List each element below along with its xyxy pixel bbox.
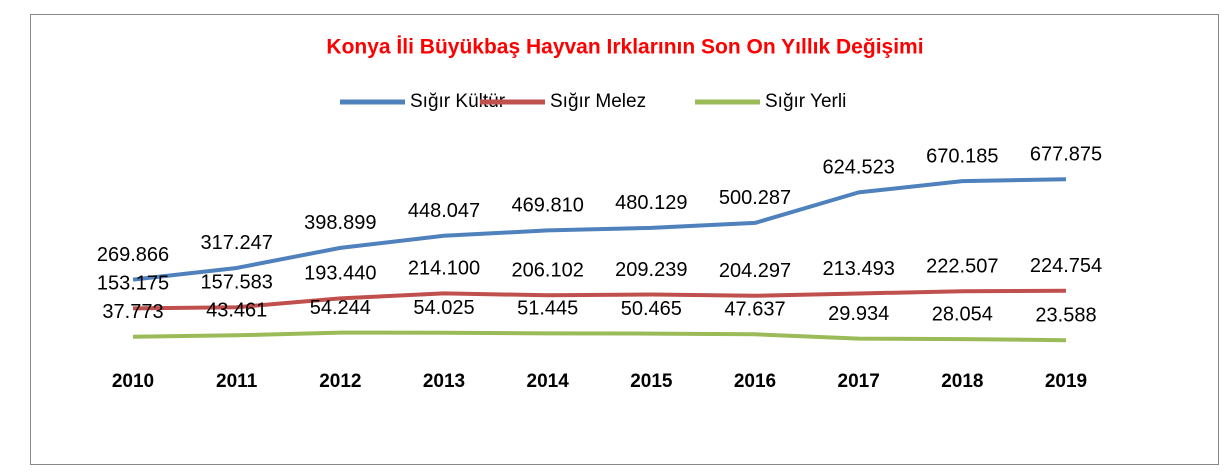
- data-label: 37.773: [102, 301, 163, 323]
- data-label: 43.461: [206, 300, 267, 322]
- data-label: 624.523: [823, 157, 895, 179]
- legend-label: Sığır Yerli: [765, 91, 846, 112]
- data-label: 469.810: [512, 195, 584, 217]
- data-label: 209.239: [615, 259, 687, 281]
- data-label: 670.185: [926, 145, 998, 167]
- x-tick-label: 2018: [941, 371, 983, 392]
- data-label: 23.588: [1035, 304, 1096, 326]
- data-label: 54.244: [310, 297, 371, 319]
- data-label: 677.875: [1030, 144, 1102, 166]
- data-label: 29.934: [828, 303, 889, 325]
- series-line: [132, 330, 1067, 343]
- x-tick-label: 2015: [630, 371, 673, 392]
- x-tick-label: 2012: [319, 371, 361, 392]
- x-tick-label: 2017: [838, 371, 880, 392]
- x-tick-label: 2011: [216, 371, 258, 392]
- x-tick-label: 2016: [734, 371, 776, 392]
- data-label: 157.583: [201, 272, 273, 294]
- data-label: 153.175: [97, 273, 169, 295]
- data-label: 480.129: [615, 192, 687, 214]
- x-tick-label: 2019: [1045, 371, 1087, 392]
- chart-title: Konya İli Büyükbaş Hayvan Irklarının Son…: [326, 36, 923, 59]
- data-label: 214.100: [408, 258, 480, 280]
- data-label: 47.637: [724, 299, 785, 321]
- data-label: 51.445: [517, 298, 578, 320]
- data-label: 317.247: [201, 232, 273, 254]
- data-label: 224.754: [1030, 255, 1102, 277]
- x-tick-label: 2013: [423, 371, 465, 392]
- x-tick-label: 2014: [527, 371, 570, 392]
- data-label: 213.493: [823, 258, 895, 280]
- legend-label: Sığır Melez: [550, 91, 646, 112]
- series-line: [132, 177, 1067, 282]
- data-label: 204.297: [719, 260, 791, 282]
- data-label: 50.465: [621, 298, 682, 320]
- x-tick-label: 2010: [112, 371, 154, 392]
- data-label: 222.507: [926, 256, 998, 278]
- data-label: 269.866: [97, 244, 169, 266]
- data-label: 54.025: [413, 297, 474, 319]
- data-label: 398.899: [304, 212, 376, 234]
- data-label: 193.440: [304, 263, 376, 285]
- data-label: 206.102: [512, 260, 584, 282]
- data-label: 500.287: [719, 187, 791, 209]
- chart-frame: [30, 14, 1219, 465]
- legend-label: Sığır Kültür: [410, 91, 506, 112]
- series-line: [132, 288, 1067, 311]
- data-label: 28.054: [932, 303, 993, 325]
- data-label: 448.047: [408, 200, 480, 222]
